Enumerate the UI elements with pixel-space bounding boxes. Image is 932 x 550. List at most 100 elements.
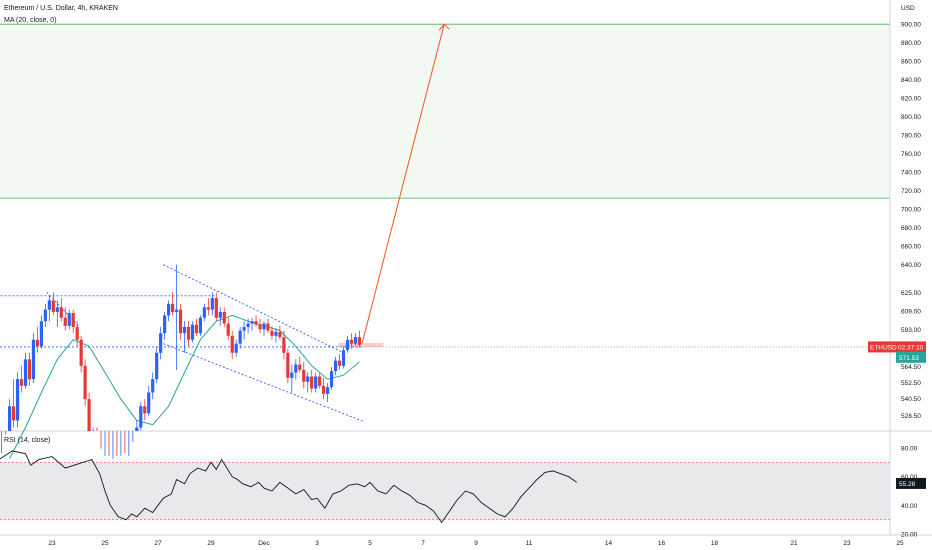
candle-body (59, 307, 63, 318)
candle (345, 335, 350, 353)
candle-body (298, 364, 302, 370)
candle (23, 352, 28, 389)
rsi-value-label: 55.28 (899, 481, 916, 488)
candle (147, 385, 151, 417)
candle (75, 321, 79, 347)
current-symbol-label: ETHUSD (870, 344, 897, 351)
candle-body (51, 300, 55, 312)
candle-body (242, 326, 246, 331)
candle-body (246, 323, 250, 327)
time-axis[interactable]: 2023252729Dec35791114161821232528 (0, 540, 932, 547)
candle (139, 402, 143, 431)
price-tick-label: 880.00 (901, 40, 921, 47)
target-arrow[interactable] (361, 23, 450, 344)
candle-body (254, 321, 258, 325)
ma-price-label-bg (896, 351, 926, 363)
candle (43, 303, 47, 327)
candle-body (310, 376, 314, 389)
currency-label: USD (901, 5, 915, 12)
price-axis[interactable]: USD 900.00 880.00 860.00 840.00 820.00 800.00 7… (901, 5, 921, 539)
candle-body (71, 313, 75, 327)
candle-body (8, 406, 12, 431)
candle (294, 359, 298, 380)
candle-body (210, 298, 214, 310)
candle (202, 303, 206, 322)
time-tick-label: 5 (368, 540, 372, 547)
candle (170, 292, 175, 316)
price-tick-label: 700.00 (901, 207, 921, 214)
candle (274, 328, 278, 343)
candle-body (294, 364, 298, 373)
candle-body (250, 321, 254, 324)
candle (242, 321, 246, 340)
candle (258, 318, 262, 334)
candle-body (238, 330, 242, 344)
candle (79, 335, 83, 373)
candle (87, 392, 91, 431)
candle-body (218, 311, 222, 318)
candle (270, 325, 274, 340)
ma-line-path (9, 314, 360, 459)
price-tick-label: 780.00 (901, 133, 921, 140)
candle (290, 364, 294, 393)
candle (51, 292, 55, 316)
price-tick-label: 860.00 (901, 59, 921, 66)
candle (333, 356, 338, 376)
candle-body (159, 333, 163, 353)
symbol-title: Ethereum / U.S. Dollar, 4h, KRAKEN (4, 5, 118, 12)
candle (278, 325, 282, 340)
price-tick-label: 680.00 (901, 225, 921, 232)
candle-body (190, 324, 195, 340)
candle-body (318, 376, 322, 386)
rsi-tick-label: 20.00 (901, 532, 918, 539)
candle (266, 318, 270, 334)
candle (246, 318, 250, 334)
candle-body (326, 387, 330, 394)
candle-body (182, 326, 187, 334)
candle-body (19, 379, 24, 386)
candle (341, 346, 346, 369)
candle-body (234, 343, 238, 353)
price-tick-label: 800.00 (901, 114, 921, 121)
candle (35, 326, 40, 353)
candle-body (155, 352, 159, 380)
candle (15, 372, 20, 428)
candle-body (139, 406, 143, 428)
candle-body (174, 309, 179, 312)
candle (357, 330, 361, 348)
time-tick-label: 25 (101, 540, 109, 547)
candle (11, 379, 16, 428)
price-tick-label: 564.50 (901, 364, 921, 371)
candle (314, 372, 318, 393)
candle-body (345, 339, 350, 351)
candle (198, 315, 202, 336)
candle (167, 300, 171, 322)
candle (63, 307, 67, 331)
candle (55, 300, 59, 327)
current-price-label-bg (868, 341, 926, 353)
candle (27, 352, 32, 386)
ma-indicator-title: MA (20, close, 0) (4, 17, 57, 24)
time-tick-label: 21 (790, 540, 798, 547)
candle-body (270, 330, 274, 336)
candle (194, 318, 199, 336)
candle (186, 321, 191, 347)
candle-body (178, 309, 183, 334)
candle-body (349, 339, 354, 344)
candle-body (278, 331, 282, 338)
time-tick-label: 25 (896, 540, 904, 547)
candle (349, 333, 354, 349)
time-tick-label: 3 (315, 540, 319, 547)
candle-body (75, 326, 79, 340)
projection-arrow-head (438, 23, 450, 31)
ma-line (9, 314, 360, 459)
candle-body (322, 385, 326, 394)
candle-body (290, 372, 294, 378)
candle-body (198, 317, 202, 334)
rsi-pane (0, 450, 890, 524)
price-labels: ETHUSD 02:37:10 571.53 55.28 (364, 341, 926, 489)
candle-body (274, 331, 278, 336)
candle (337, 354, 342, 370)
candle-body (143, 406, 147, 414)
